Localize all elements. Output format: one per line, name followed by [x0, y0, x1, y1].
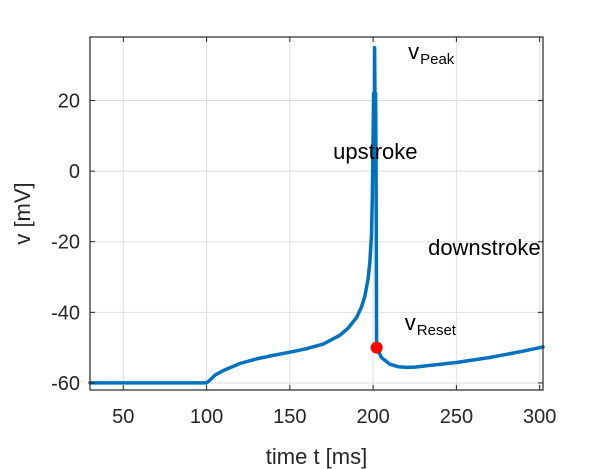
series-line	[88, 45, 545, 385]
annotation: downstroke	[428, 235, 541, 260]
reset-marker	[370, 341, 383, 354]
x-tick-label: 50	[112, 406, 134, 428]
y-tick-label: -40	[51, 302, 80, 324]
x-axis-label: time t [ms]	[266, 444, 367, 469]
x-tick-label: 150	[273, 406, 306, 428]
y-tick-label: 20	[58, 91, 80, 113]
y-tick-label: -20	[51, 232, 80, 254]
plot-area	[90, 37, 543, 390]
x-tick-label: 250	[440, 406, 473, 428]
y-axis-label: v [mV]	[10, 182, 35, 244]
axes-box	[89, 36, 544, 391]
x-tick-label: 300	[523, 406, 556, 428]
x-tick-label: 200	[356, 406, 389, 428]
annotation: upstroke	[333, 139, 417, 164]
y-tick-label: 0	[69, 161, 80, 183]
x-tick-label: 100	[190, 406, 223, 428]
y-tick-label: -60	[51, 373, 80, 395]
